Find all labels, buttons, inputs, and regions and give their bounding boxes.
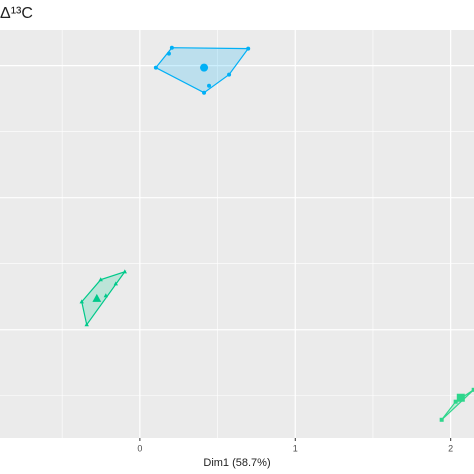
point: [202, 90, 207, 95]
centroid: [456, 393, 465, 402]
point: [453, 399, 458, 404]
point: [207, 83, 212, 88]
point: [103, 293, 109, 298]
x-axis-label: Dim1 (58.7%): [203, 457, 270, 469]
centroid: [200, 63, 209, 72]
x-tick-label: 1: [293, 443, 298, 453]
point: [169, 45, 174, 50]
panel: [0, 30, 474, 438]
point: [166, 51, 171, 56]
point: [98, 277, 103, 282]
point: [153, 65, 158, 70]
point: [122, 269, 127, 274]
centroid: [92, 293, 102, 302]
point: [84, 322, 89, 327]
point: [227, 72, 232, 77]
point: [79, 299, 84, 304]
point: [113, 281, 118, 286]
point: [471, 387, 474, 392]
point: [246, 46, 251, 51]
x-tick-label: 2: [448, 443, 453, 453]
x-tick-label: 0: [137, 443, 142, 453]
point: [439, 417, 444, 422]
chart-title: Δ¹³C: [0, 5, 33, 22]
